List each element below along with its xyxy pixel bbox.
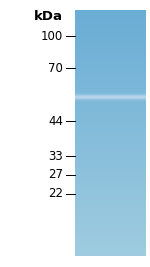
Text: 100: 100 bbox=[41, 30, 63, 42]
Text: 70: 70 bbox=[48, 62, 63, 74]
Text: kDa: kDa bbox=[34, 10, 63, 22]
Text: 44: 44 bbox=[48, 115, 63, 128]
Text: 27: 27 bbox=[48, 168, 63, 181]
Text: 22: 22 bbox=[48, 187, 63, 200]
Text: 33: 33 bbox=[48, 150, 63, 163]
